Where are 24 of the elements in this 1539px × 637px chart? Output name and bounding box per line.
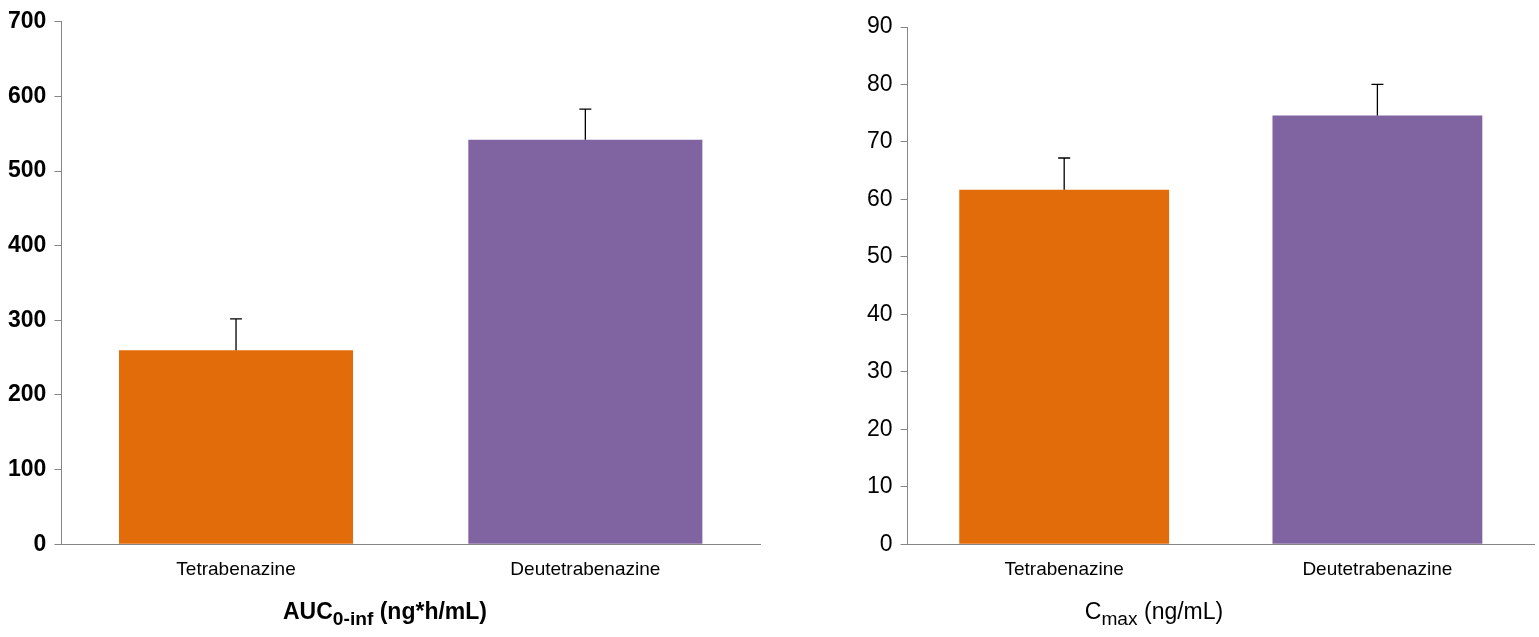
x-tick-label: Deutetrabenazine	[510, 557, 661, 579]
y-tick-label: 80	[866, 69, 893, 96]
y-tick-label: 0	[33, 529, 47, 556]
y-tick-label: 50	[866, 242, 893, 269]
x-tick-label: Tetrabenazine	[1004, 557, 1124, 579]
y-tick-label: 400	[8, 231, 47, 258]
x-tick-label: Deutetrabenazine	[1302, 557, 1453, 579]
y-tick-label: 200	[8, 380, 47, 407]
y-tick-label: 70	[866, 127, 893, 154]
y-tick-label: 10	[866, 472, 893, 499]
y-tick-label: 40	[866, 299, 893, 326]
y-tick-label: 700	[8, 7, 47, 34]
x-tick-label: Tetrabenazine	[176, 557, 296, 579]
x-axis-title: AUC$_{0-inf}$ (ng*h/mL)	[282, 598, 488, 630]
y-tick-label: 0	[879, 529, 893, 556]
y-tick-label: 90	[866, 12, 893, 39]
y-tick-label: 100	[8, 454, 47, 481]
y-tick-label: 60	[866, 184, 893, 211]
y-tick-label: 30	[866, 357, 893, 384]
y-tick-label: 600	[8, 81, 47, 108]
y-tick-label: 20	[866, 414, 893, 441]
y-tick-label: 300	[8, 305, 47, 332]
y-tick-label: 500	[8, 156, 47, 183]
x-axis-title: C$_{max}$ (ng/mL)	[1083, 598, 1225, 630]
